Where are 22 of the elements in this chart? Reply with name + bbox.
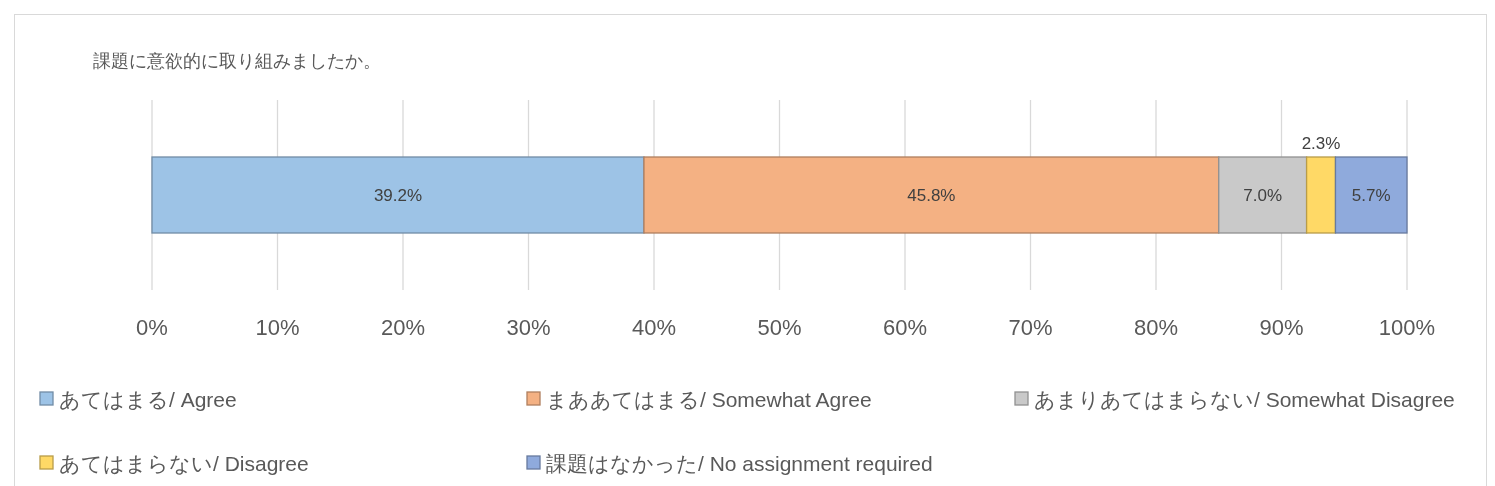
x-tick-label: 90% (1259, 315, 1304, 340)
legend-label: あてはまらない/ Disagree (59, 452, 309, 475)
legend-label: まああてはまる/ Somewhat Agree (546, 388, 872, 411)
legend-label: あまりあてはまらない/ Somewhat Disagree (1034, 388, 1455, 411)
x-tick-label: 30% (506, 315, 551, 340)
data-label: 2.3% (1301, 134, 1341, 153)
data-label: 45.8% (907, 186, 956, 205)
x-tick-label: 70% (1008, 315, 1053, 340)
legend-label: 課題はなかった/ No assignment required (546, 452, 933, 475)
data-label: 7.0% (1243, 186, 1283, 205)
legend-label: あてはまる/ Agree (59, 388, 237, 411)
chart-title: 課題に意欲的に取り組みましたか。 (93, 51, 381, 71)
x-tick-label: 0% (136, 315, 168, 340)
x-tick-label: 100% (1378, 315, 1436, 340)
x-tick-label: 20% (380, 315, 426, 340)
x-tick-label: 80% (1133, 315, 1179, 340)
data-label: 39.2% (373, 186, 423, 205)
x-tick-label: 50% (757, 315, 802, 340)
x-tick-label: 60% (882, 315, 928, 340)
x-tick-label: 40% (631, 315, 677, 340)
x-tick-label: 10% (255, 315, 300, 340)
data-label: 5.7% (1351, 186, 1391, 205)
